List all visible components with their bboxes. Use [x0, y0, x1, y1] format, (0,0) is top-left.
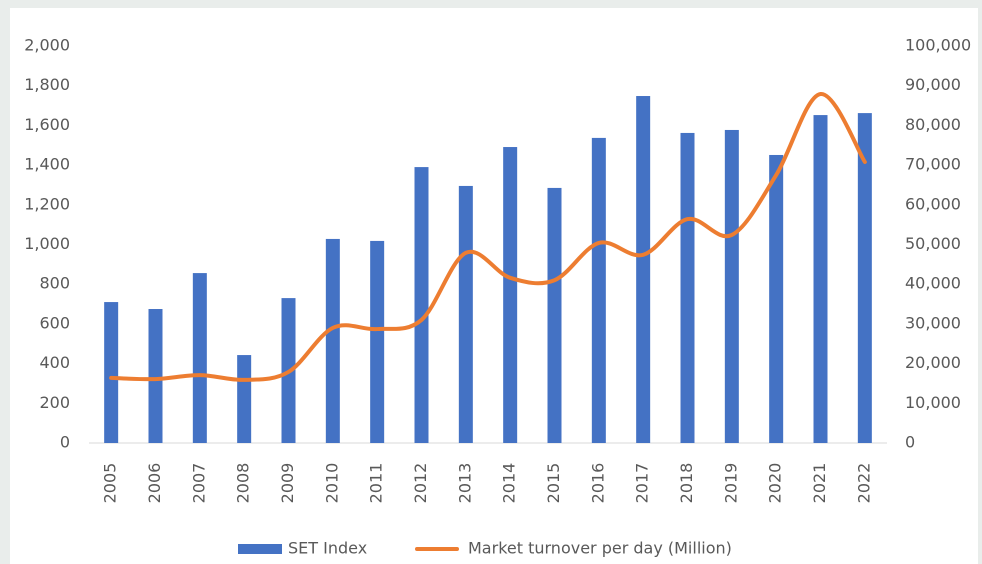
- legend-label: Market turnover per day (Million): [468, 539, 732, 558]
- x-tick-label: 2011: [367, 463, 386, 504]
- bar: [769, 154, 784, 443]
- y-tick-label: 400: [39, 353, 70, 372]
- y-tick-label: 2,000: [24, 36, 70, 55]
- x-tick-label: 2021: [810, 463, 829, 504]
- y-tick-label: 0: [60, 433, 70, 452]
- x-tick-label: 2010: [322, 463, 341, 504]
- x-tick-label: 2008: [234, 463, 253, 504]
- y2-tick-label: 0: [905, 433, 915, 452]
- y-tick-label: 1,400: [24, 155, 70, 174]
- bar: [325, 238, 340, 443]
- y-tick-label: 200: [39, 393, 70, 412]
- legend-swatch: [238, 544, 282, 554]
- y-tick-label: 1,600: [24, 115, 70, 134]
- bar: [680, 132, 695, 443]
- bar: [148, 309, 163, 443]
- bar: [591, 137, 606, 443]
- x-tick-label: 2018: [677, 463, 696, 504]
- bar: [104, 302, 119, 443]
- line: [109, 92, 867, 382]
- bar: [370, 240, 385, 443]
- bar: [192, 273, 207, 443]
- bar: [636, 96, 651, 443]
- y2-tick-label: 20,000: [905, 353, 961, 372]
- bar: [857, 113, 872, 443]
- y2-tick-label: 70,000: [905, 155, 961, 174]
- y-tick-label: 1,800: [24, 75, 70, 94]
- y-tick-label: 800: [39, 274, 70, 293]
- y-tick-label: 1,000: [24, 234, 70, 253]
- x-tick-label: 2016: [588, 463, 607, 504]
- y2-tick-label: 60,000: [905, 194, 961, 213]
- bar: [503, 147, 518, 443]
- x-tick-label: 2020: [766, 463, 785, 504]
- x-tick-label: 2017: [633, 463, 652, 504]
- x-tick-label: 2007: [189, 463, 208, 504]
- x-tick-label: 2013: [455, 463, 474, 504]
- y-tick-label: 600: [39, 313, 70, 332]
- x-tick-label: 2005: [101, 463, 120, 504]
- x-tick-label: 2015: [544, 463, 563, 504]
- y2-tick-label: 10,000: [905, 393, 961, 412]
- x-tick-label: 2012: [411, 463, 430, 504]
- y2-tick-label: 100,000: [905, 36, 971, 55]
- bar: [458, 185, 473, 443]
- bar: [414, 167, 429, 443]
- x-tick-label: 2006: [145, 463, 164, 504]
- bar: [547, 187, 562, 443]
- legend-label: SET Index: [288, 539, 367, 558]
- y2-tick-label: 90,000: [905, 75, 961, 94]
- y2-tick-label: 50,000: [905, 234, 961, 253]
- y2-tick-label: 30,000: [905, 313, 961, 332]
- bar: [237, 355, 252, 443]
- y2-tick-label: 40,000: [905, 274, 961, 293]
- y2-tick-label: 80,000: [905, 115, 961, 134]
- x-tick-label: 2022: [854, 463, 873, 504]
- bar: [724, 129, 739, 443]
- bar: [813, 115, 828, 443]
- x-tick-label: 2014: [500, 463, 519, 504]
- x-tick-label: 2019: [721, 463, 740, 504]
- x-tick-label: 2009: [278, 463, 297, 504]
- y-tick-label: 1,200: [24, 194, 70, 213]
